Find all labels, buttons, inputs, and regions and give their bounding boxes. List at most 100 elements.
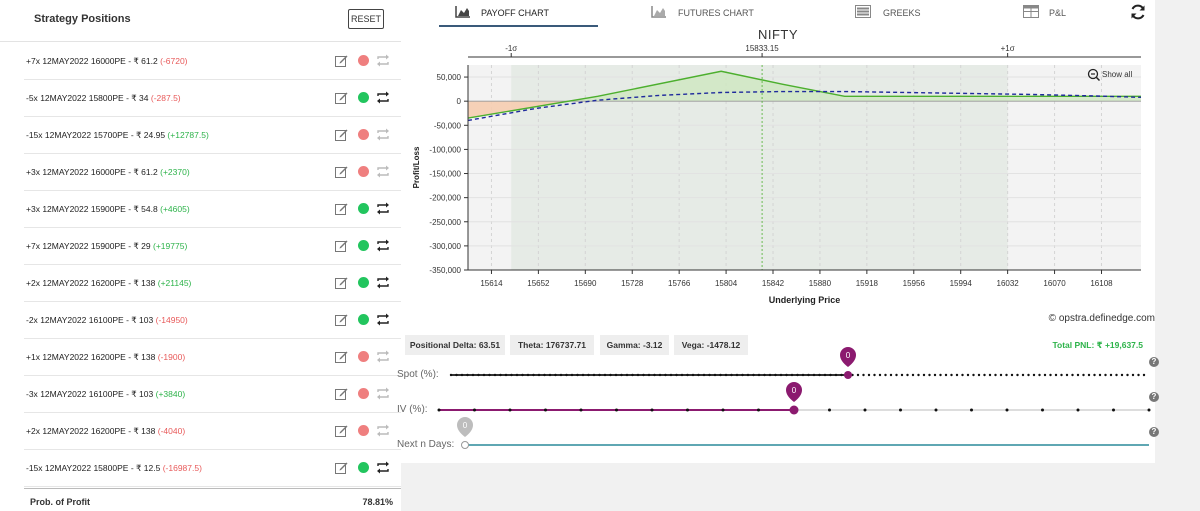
spot-tick xyxy=(735,373,739,377)
position-row[interactable]: -15x 12MAY2022 15700PE - ₹ 24.95 (+12787… xyxy=(24,117,401,154)
tab-futures-chart[interactable]: FUTURES CHART xyxy=(651,0,761,27)
payoff-chart[interactable]: 15614 15652 15690 15728 15766 15804 15842 15880… xyxy=(401,42,1155,312)
help-icon[interactable]: ? xyxy=(1149,392,1159,402)
position-pnl: (-16987.5) xyxy=(162,463,202,473)
edit-icon[interactable] xyxy=(335,461,348,474)
refresh-icon[interactable] xyxy=(1129,3,1147,21)
position-status-dot[interactable] xyxy=(358,462,369,473)
position-expiry: 12MAY2022 xyxy=(40,389,87,399)
position-row[interactable]: +2x 12MAY2022 16200PE - ₹ 138 (-4040) xyxy=(24,413,401,450)
spot-tick xyxy=(724,373,728,377)
tab-greeks-label: GREEKS xyxy=(883,8,921,18)
spot-tick xyxy=(1016,373,1019,377)
plus-sigma-label: +1σ xyxy=(1001,44,1015,53)
tab-pnl-label: P&L xyxy=(1049,8,1067,18)
x-tick-label: 15614 xyxy=(480,279,503,288)
position-strike: 16000PE xyxy=(90,56,126,66)
position-status-dot[interactable] xyxy=(358,203,369,214)
position-status-dot[interactable] xyxy=(358,92,369,103)
swap-icon[interactable] xyxy=(376,54,390,67)
spot-tick xyxy=(636,373,640,377)
tab-greeks[interactable]: GREEKS xyxy=(855,0,935,27)
edit-icon[interactable] xyxy=(335,128,348,141)
tab-pnl[interactable]: P&L xyxy=(1023,0,1083,27)
edit-icon[interactable] xyxy=(335,91,348,104)
spot-tick xyxy=(785,373,788,377)
spot-tick xyxy=(576,373,579,377)
position-row[interactable]: -3x 12MAY2022 16100PE - ₹ 103 (+3840) xyxy=(24,376,401,413)
position-status-dot[interactable] xyxy=(358,388,369,399)
swap-icon[interactable] xyxy=(376,424,390,437)
payoff-line xyxy=(467,70,1141,119)
reset-button[interactable]: RESET xyxy=(348,9,384,29)
edit-icon[interactable] xyxy=(335,350,348,363)
spot-tick xyxy=(873,373,876,377)
position-status-dot[interactable] xyxy=(358,166,369,177)
position-pnl: (+21145) xyxy=(157,278,192,288)
edit-icon[interactable] xyxy=(335,239,348,252)
position-row[interactable]: +3x 12MAY2022 15900PE - ₹ 54.8 (+4605) xyxy=(24,191,401,228)
position-row[interactable]: +7x 12MAY2022 15900PE - ₹ 29 (+19775) xyxy=(24,228,401,265)
swap-icon[interactable] xyxy=(376,387,390,400)
iv-slider[interactable]: 0 xyxy=(437,382,1151,415)
position-price: - ₹ 54.8 xyxy=(128,204,158,214)
show-all-button[interactable]: Show all xyxy=(1087,68,1133,82)
edit-icon[interactable] xyxy=(335,54,348,67)
position-status-dot[interactable] xyxy=(358,425,369,436)
position-row[interactable]: +3x 12MAY2022 16000PE - ₹ 61.2 (+2370) xyxy=(24,154,401,191)
position-status-dot[interactable] xyxy=(358,240,369,251)
help-icon[interactable]: ? xyxy=(1149,427,1159,437)
position-expiry: 12MAY2022 xyxy=(44,463,92,473)
spot-tick xyxy=(609,373,612,377)
spot-slider[interactable]: 0 xyxy=(449,347,1146,379)
copyright-text: © opstra.definedge.com xyxy=(1048,313,1155,324)
spot-tick xyxy=(598,373,601,377)
position-status-dot[interactable] xyxy=(358,129,369,140)
spot-tick xyxy=(477,373,480,377)
spot-tick xyxy=(966,373,970,377)
edit-icon[interactable] xyxy=(335,387,348,400)
position-status-dot[interactable] xyxy=(358,55,369,66)
position-strike: 16100PE xyxy=(88,389,124,399)
help-icon[interactable]: ? xyxy=(1149,357,1159,367)
swap-icon[interactable] xyxy=(376,276,390,289)
swap-icon[interactable] xyxy=(376,91,390,104)
position-row[interactable]: -15x 12MAY2022 15800PE - ₹ 12.5 (-16987.… xyxy=(24,450,401,487)
position-status-dot[interactable] xyxy=(358,351,369,362)
position-pnl: (+19775) xyxy=(153,241,188,251)
position-row[interactable]: +2x 12MAY2022 16200PE - ₹ 138 (+21145) xyxy=(24,265,401,302)
position-pnl: (-6720) xyxy=(160,56,188,66)
tab-payoff-chart[interactable]: PAYOFF CHART xyxy=(439,0,598,27)
position-row[interactable]: +7x 12MAY2022 16000PE - ₹ 61.2 (-6720) xyxy=(24,43,401,80)
days-slider[interactable]: 0 xyxy=(457,417,1149,449)
position-row[interactable]: -2x 12MAY2022 16100PE - ₹ 103 (-14950) xyxy=(24,302,401,339)
iv-tick xyxy=(721,408,725,412)
spot-tick xyxy=(691,373,695,377)
swap-icon[interactable] xyxy=(376,239,390,252)
edit-icon[interactable] xyxy=(335,165,348,178)
edit-icon[interactable] xyxy=(335,424,348,437)
position-status-dot[interactable] xyxy=(358,314,369,325)
edit-icon[interactable] xyxy=(335,202,348,215)
spot-tick xyxy=(730,373,733,377)
position-lots: +7x xyxy=(26,241,40,251)
spot-tick xyxy=(680,373,684,377)
swap-icon[interactable] xyxy=(376,350,390,363)
swap-icon[interactable] xyxy=(376,461,390,474)
swap-icon[interactable] xyxy=(376,313,390,326)
swap-icon[interactable] xyxy=(376,165,390,178)
position-row[interactable]: -5x 12MAY2022 15800PE - ₹ 34 (-287.5) xyxy=(24,80,401,117)
edit-icon[interactable] xyxy=(335,313,348,326)
swap-icon[interactable] xyxy=(376,128,390,141)
edit-icon[interactable] xyxy=(335,276,348,289)
y-tick-label: -200,000 xyxy=(429,194,461,203)
position-lots: +7x xyxy=(26,56,40,66)
position-status-dot[interactable] xyxy=(358,277,369,288)
position-row[interactable]: +1x 12MAY2022 16200PE - ₹ 138 (-1900) xyxy=(24,339,401,376)
position-expiry: 12MAY2022 xyxy=(42,167,89,177)
spot-tick xyxy=(1093,373,1096,377)
position-expiry: 12MAY2022 xyxy=(42,56,89,66)
spot-tick xyxy=(713,373,717,377)
swap-icon[interactable] xyxy=(376,202,390,215)
position-lots: -15x xyxy=(26,130,43,140)
